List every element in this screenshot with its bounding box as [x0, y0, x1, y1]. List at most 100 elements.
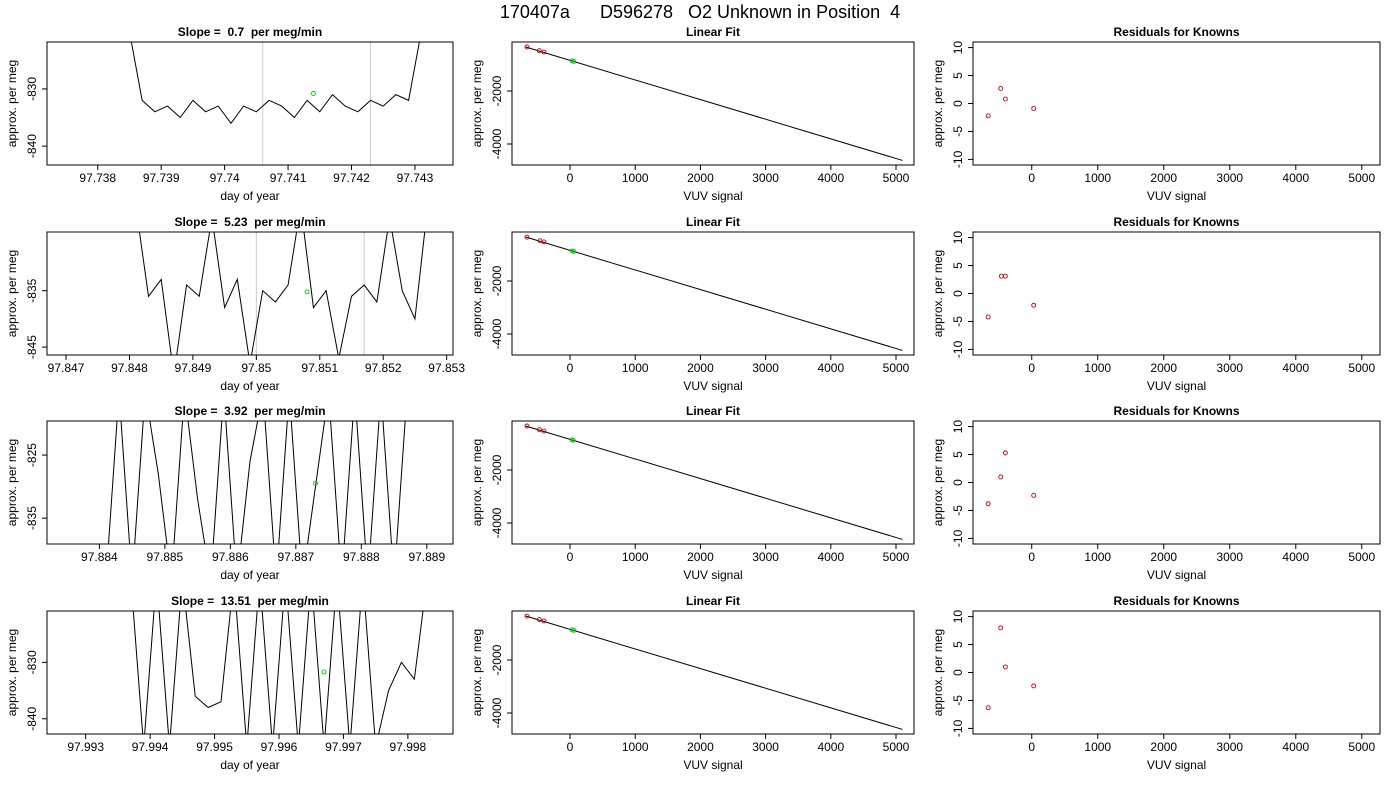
data-point	[524, 44, 530, 50]
panel-title: Residuals for Knowns	[1113, 215, 1239, 229]
x-tick-label: 0	[1028, 550, 1035, 564]
x-tick-label: 3000	[752, 361, 779, 375]
data-point	[571, 59, 577, 64]
data-point	[524, 613, 530, 619]
data-point	[571, 249, 577, 254]
data-point	[541, 618, 547, 624]
x-tick-label: 3000	[752, 740, 779, 754]
x-axis-label: VUV signal	[1147, 189, 1206, 203]
y-axis-label: approx. per meg	[470, 439, 484, 526]
y-tick-label: 0	[951, 100, 965, 107]
plot-frame	[46, 420, 454, 545]
x-tick-label: 97.884	[81, 550, 118, 564]
x-tick-label: 3000	[1216, 361, 1243, 375]
x-tick-label: 1000	[622, 740, 649, 754]
x-tick-label: 97.993	[67, 740, 104, 754]
x-tick-label: 4000	[1282, 361, 1309, 375]
data-point	[985, 705, 991, 711]
data-line	[130, 42, 420, 125]
plot-area	[985, 450, 1037, 507]
x-axis-label: VUV signal	[683, 568, 742, 582]
plot-frame	[46, 41, 454, 166]
x-tick-label: 97.997	[325, 740, 362, 754]
y-tick-label: -835	[25, 506, 39, 530]
x-tick-label: 3000	[1216, 171, 1243, 185]
x-tick-label: 1000	[1084, 740, 1111, 754]
data-point	[313, 480, 318, 486]
y-tick-label: -845	[25, 335, 39, 359]
y-tick-label: 5	[951, 262, 965, 269]
x-tick-label: 5000	[1348, 550, 1375, 564]
y-axis-label: approx. per meg	[931, 250, 945, 337]
x-tick-label: 1000	[1084, 550, 1111, 564]
data-point	[321, 669, 327, 675]
y-tick-label: -4000	[490, 507, 504, 538]
y-tick-label: -4000	[490, 318, 504, 349]
plot-frame	[511, 420, 915, 545]
x-tick-label: 4000	[1282, 171, 1309, 185]
x-tick-label: 2000	[687, 361, 714, 375]
data-point	[571, 628, 577, 633]
plot-area	[524, 44, 903, 161]
x-tick-label: 97.887	[277, 550, 314, 564]
plot-frame	[511, 41, 915, 166]
y-tick-label: 5	[951, 451, 965, 458]
plot-area	[524, 613, 903, 730]
y-tick-label: -2000	[490, 644, 504, 675]
x-tick-label: 1000	[622, 550, 649, 564]
plot-area	[524, 423, 903, 540]
x-axis-label: day of year	[220, 568, 279, 582]
plot-area	[138, 232, 426, 355]
plot-area	[130, 42, 420, 165]
x-tick-label: 97.848	[111, 361, 148, 375]
panel-title: Slope = 5.23 per meg/min	[174, 215, 325, 229]
y-tick-label: -835	[25, 278, 39, 302]
y-axis-label: approx. per meg	[470, 250, 484, 337]
x-tick-label: 2000	[1150, 361, 1177, 375]
y-tick-label: 5	[951, 72, 965, 79]
y-tick-label: -840	[25, 706, 39, 730]
plot-area	[985, 85, 1037, 119]
data-line	[525, 236, 903, 351]
data-point	[541, 428, 547, 434]
data-point	[524, 423, 530, 429]
x-tick-label: 2000	[1150, 171, 1177, 185]
x-tick-label: 2000	[687, 740, 714, 754]
x-tick-label: 0	[1028, 171, 1035, 185]
data-point	[541, 239, 547, 245]
x-tick-label: 97.885	[147, 550, 184, 564]
x-axis-label: VUV signal	[683, 379, 742, 393]
y-axis-label: approx. per meg	[5, 439, 19, 526]
panel-title: Linear Fit	[686, 404, 740, 418]
data-point	[541, 49, 547, 55]
x-tick-label: 2000	[1150, 740, 1177, 754]
data-point	[524, 234, 530, 240]
data-point	[1002, 273, 1008, 279]
y-axis-label: approx. per meg	[5, 60, 19, 147]
data-line	[525, 46, 903, 161]
plot-area	[132, 611, 424, 734]
x-tick-label: 97.849	[175, 361, 212, 375]
x-tick-label: 0	[567, 550, 574, 564]
data-line	[525, 425, 903, 540]
x-tick-label: 5000	[883, 740, 910, 754]
panel-title: Residuals for Knowns	[1113, 594, 1239, 608]
data-point	[536, 48, 542, 54]
data-line	[138, 232, 426, 355]
y-axis-label: approx. per meg	[931, 629, 945, 716]
x-tick-label: 2000	[687, 171, 714, 185]
x-tick-label: 97.738	[79, 171, 116, 185]
data-point	[1031, 492, 1037, 498]
y-tick-label: 10	[951, 420, 965, 434]
panel-title: Linear Fit	[686, 594, 740, 608]
x-tick-label: 4000	[817, 740, 844, 754]
y-axis-label: approx. per meg	[931, 60, 945, 147]
plot-area	[524, 234, 903, 351]
x-tick-label: 97.995	[196, 740, 233, 754]
y-axis-label: approx. per meg	[931, 439, 945, 526]
x-tick-label: 1000	[622, 171, 649, 185]
x-axis-label: VUV signal	[1147, 568, 1206, 582]
plot-frame	[972, 420, 1381, 545]
plot-frame	[972, 231, 1381, 356]
